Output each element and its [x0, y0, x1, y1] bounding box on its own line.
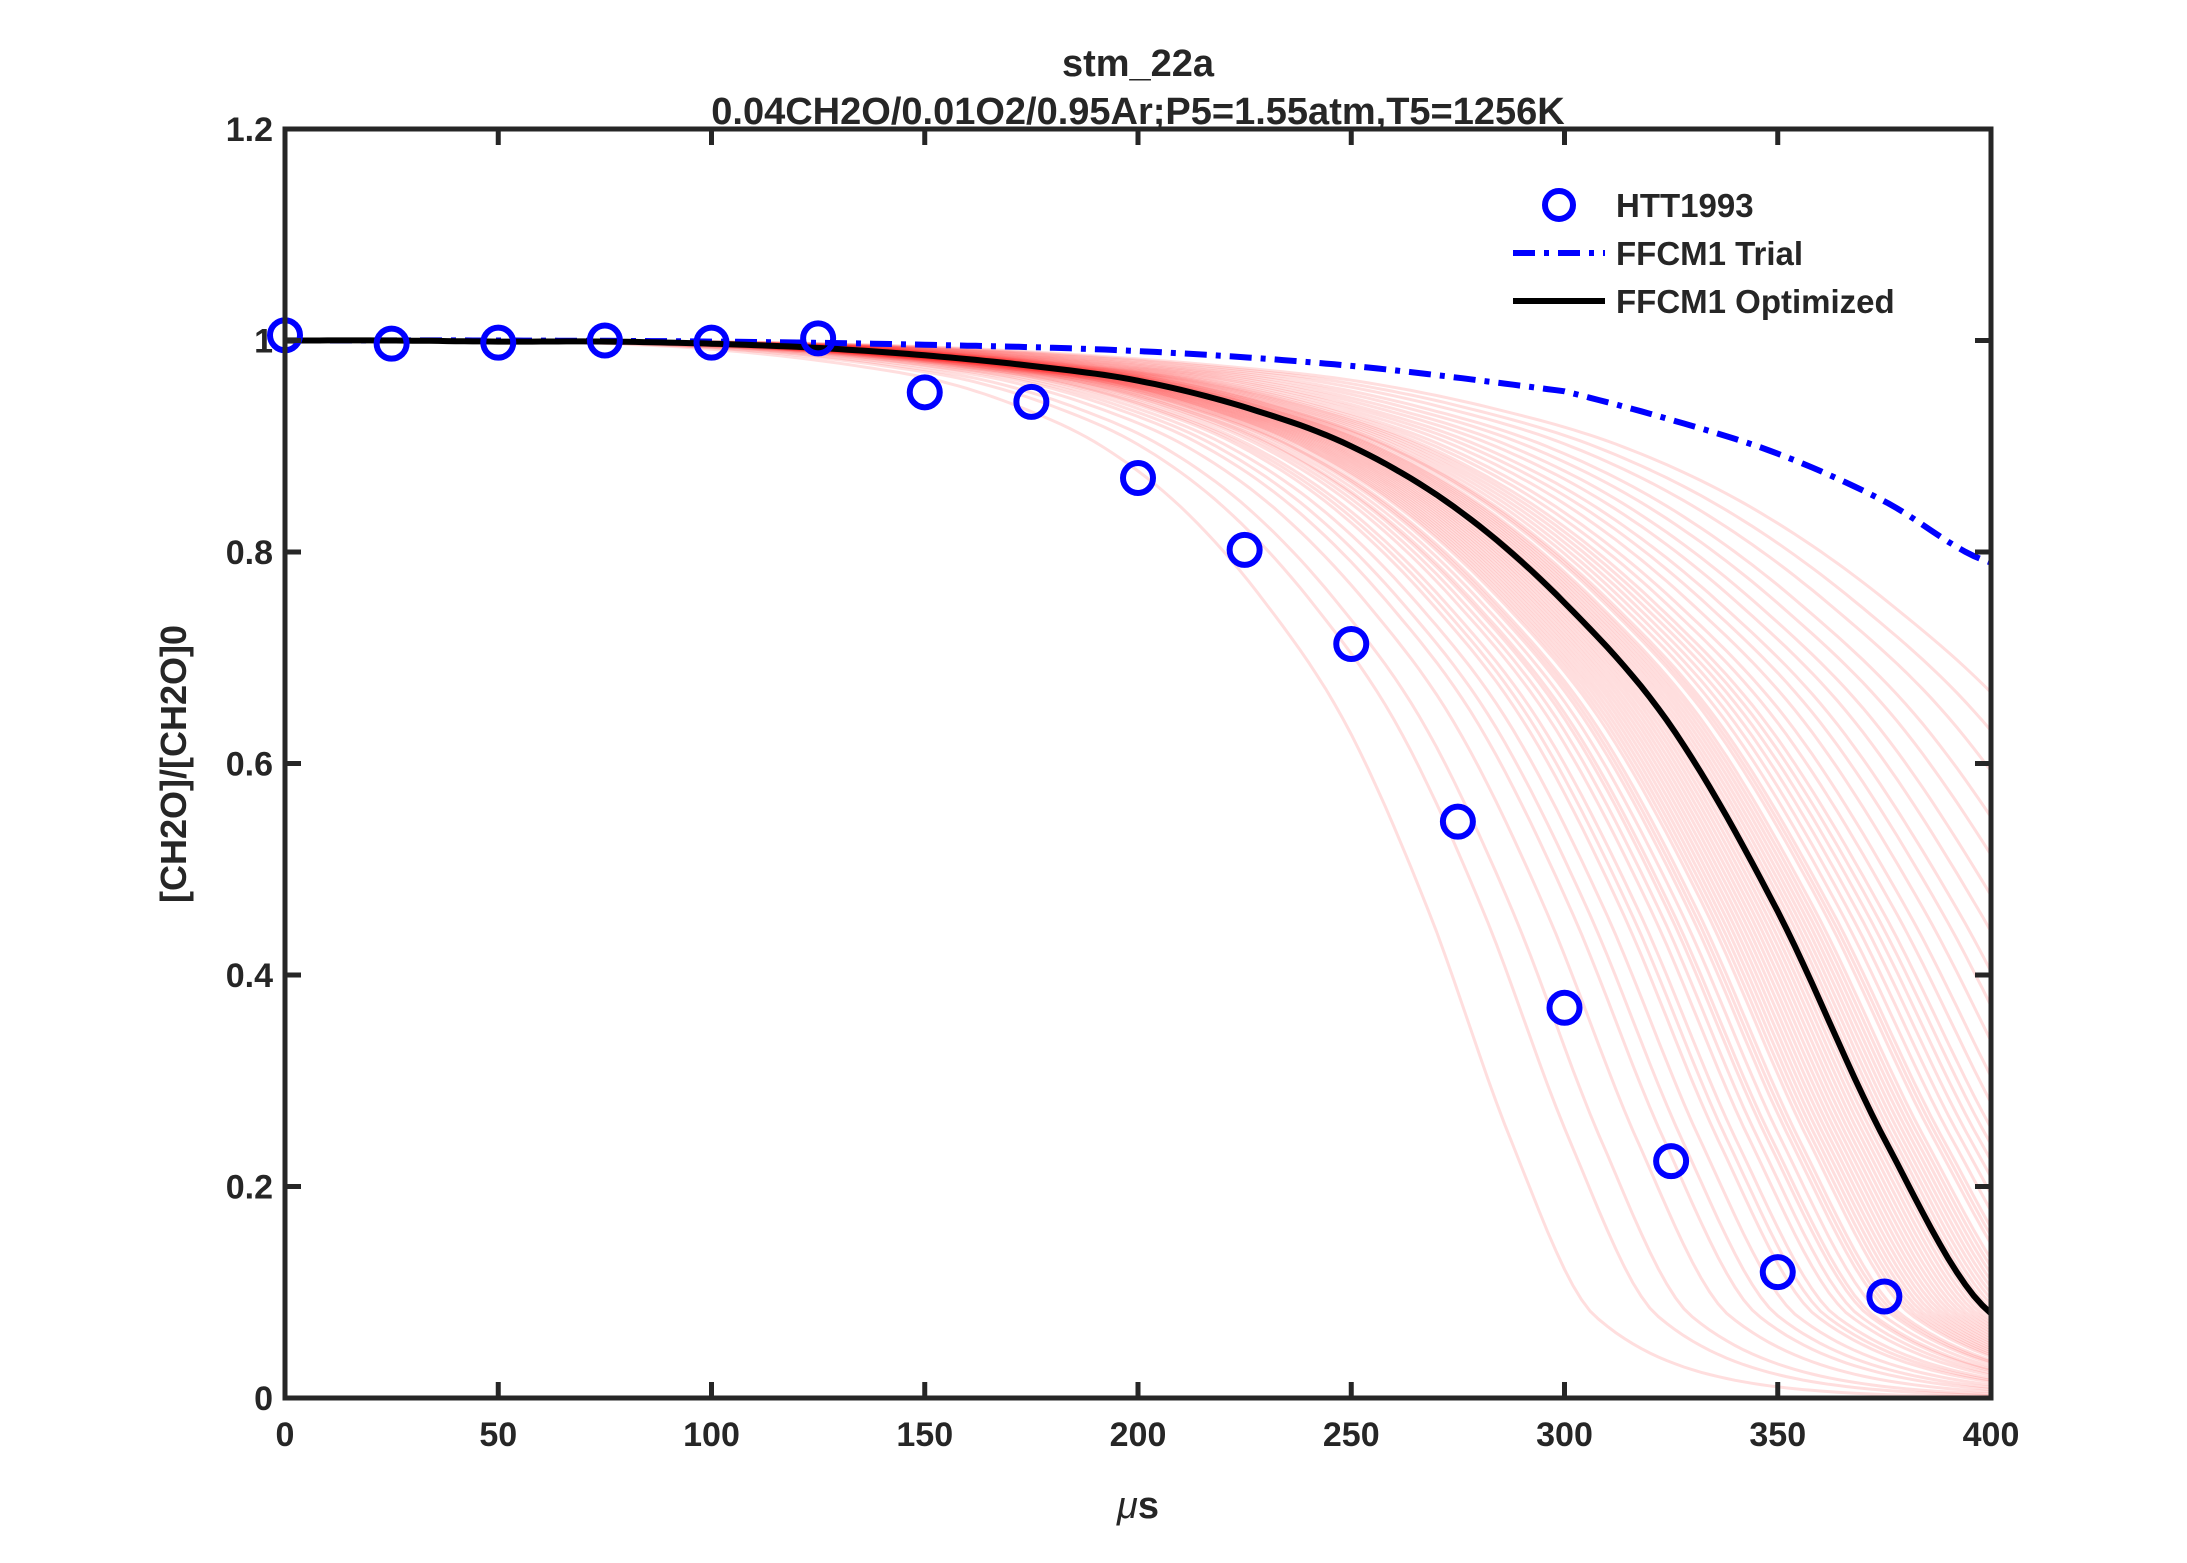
- x-tick-label: 350: [1749, 1416, 1806, 1454]
- data-point-htt1993: [1333, 626, 1370, 663]
- data-point-htt1993: [1226, 531, 1263, 568]
- y-tick-label: 0.8: [226, 534, 273, 572]
- y-tick-label: 0: [254, 1380, 273, 1418]
- y-tick-label: 1: [254, 323, 273, 361]
- data-point-htt1993: [693, 324, 730, 361]
- legend-label-optimized: FFCM1 Optimized: [1616, 283, 1895, 320]
- x-axis-label: μs: [1116, 1485, 1159, 1527]
- legend-label-htt1993: HTT1993: [1616, 187, 1754, 224]
- y-tick-label: 0.4: [226, 957, 273, 995]
- axis-ticks: 0 50 100 150 200 250 300 350 400 0 0.2 0.4 0.6 0.8 1 1.…: [226, 111, 2020, 1454]
- chart-subtitle: 0.04CH2O/0.01O2/0.95Ar;P5=1.55atm,T5=125…: [711, 91, 1565, 133]
- x-tick-label: 300: [1536, 1416, 1593, 1454]
- x-tick-label: 200: [1110, 1416, 1167, 1454]
- x-tick-label: 100: [683, 1416, 740, 1454]
- ensemble-curve-36: [285, 339, 1993, 1311]
- data-point-htt1993: [1866, 1278, 1903, 1315]
- data-point-htt1993: [586, 322, 623, 359]
- data-point-htt1993: [480, 324, 517, 361]
- data-point-htt1993: [1653, 1143, 1690, 1180]
- y-axis-label: [CH2O]/[CH2O]0: [153, 625, 194, 903]
- ensemble-curve-59: [285, 339, 1993, 933]
- data-point-htt1993: [1013, 383, 1050, 420]
- y-tick-label: 0.2: [226, 1169, 273, 1207]
- data-point-htt1993: [1546, 989, 1583, 1026]
- x-tick-label: 0: [276, 1416, 295, 1454]
- legend-label-trial: FFCM1 Trial: [1616, 235, 1803, 272]
- ensemble-curve-40: [285, 339, 1993, 1289]
- data-point-htt1993: [373, 325, 410, 362]
- ensemble-curve-44: [285, 339, 1993, 1261]
- data-point-htt1993: [1439, 803, 1476, 840]
- data-point-htt1993: [906, 374, 943, 411]
- y-tick-label: 1.2: [226, 111, 273, 149]
- x-tick-label: 50: [479, 1416, 517, 1454]
- chart-title: stm_22a: [1062, 43, 1215, 85]
- y-tick-label: 0.6: [226, 746, 273, 784]
- series-layer: [267, 317, 1994, 1316]
- series-ffcm1-optimized-line: [285, 337, 1994, 1316]
- x-axis-label-unit: s: [1138, 1485, 1159, 1527]
- ensemble-curves: [285, 339, 1993, 1399]
- x-tick-label: 400: [1963, 1416, 2020, 1454]
- legend-marker-htt1993: [1542, 188, 1576, 222]
- x-axis-label-mu: μ: [1116, 1485, 1138, 1527]
- data-point-htt1993: [1759, 1254, 1796, 1291]
- x-tick-label: 250: [1323, 1416, 1380, 1454]
- x-tick-label: 150: [896, 1416, 953, 1454]
- data-point-htt1993: [800, 320, 837, 357]
- legend: HTT1993 FFCM1 Trial FFCM1 Optimized: [1513, 187, 1895, 320]
- data-point-htt1993: [1120, 459, 1156, 496]
